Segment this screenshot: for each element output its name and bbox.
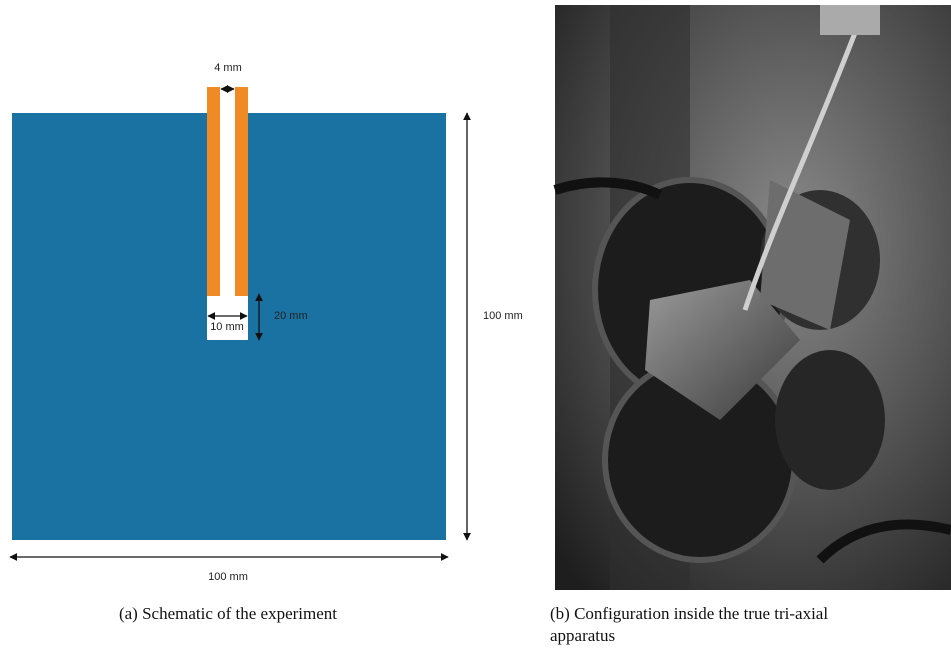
- schematic: 4 mm 10 mm 20 mm 100 mm 100 mm (a) Schem…: [10, 62, 523, 623]
- tube-wall: [235, 87, 248, 296]
- photo: [555, 5, 951, 590]
- dimension-label: 100 mm: [208, 571, 248, 583]
- dimension-label: 100 mm: [483, 310, 523, 322]
- loading-ring: [775, 350, 885, 490]
- dimension-label: 20 mm: [274, 310, 308, 322]
- page: 4 mm 10 mm 20 mm 100 mm 100 mm (a) Schem…: [0, 0, 951, 656]
- dimension-label: 4 mm: [214, 62, 242, 74]
- caption: apparatus: [550, 626, 615, 645]
- caption: (a) Schematic of the experiment: [119, 604, 337, 623]
- tube-wall: [207, 87, 220, 296]
- fitting: [820, 5, 880, 35]
- notch: [207, 296, 248, 340]
- caption: (b) Configuration inside the true tri-ax…: [550, 604, 828, 623]
- dimension-label: 10 mm: [210, 321, 244, 333]
- figure: 4 mm 10 mm 20 mm 100 mm 100 mm (a) Schem…: [0, 0, 951, 656]
